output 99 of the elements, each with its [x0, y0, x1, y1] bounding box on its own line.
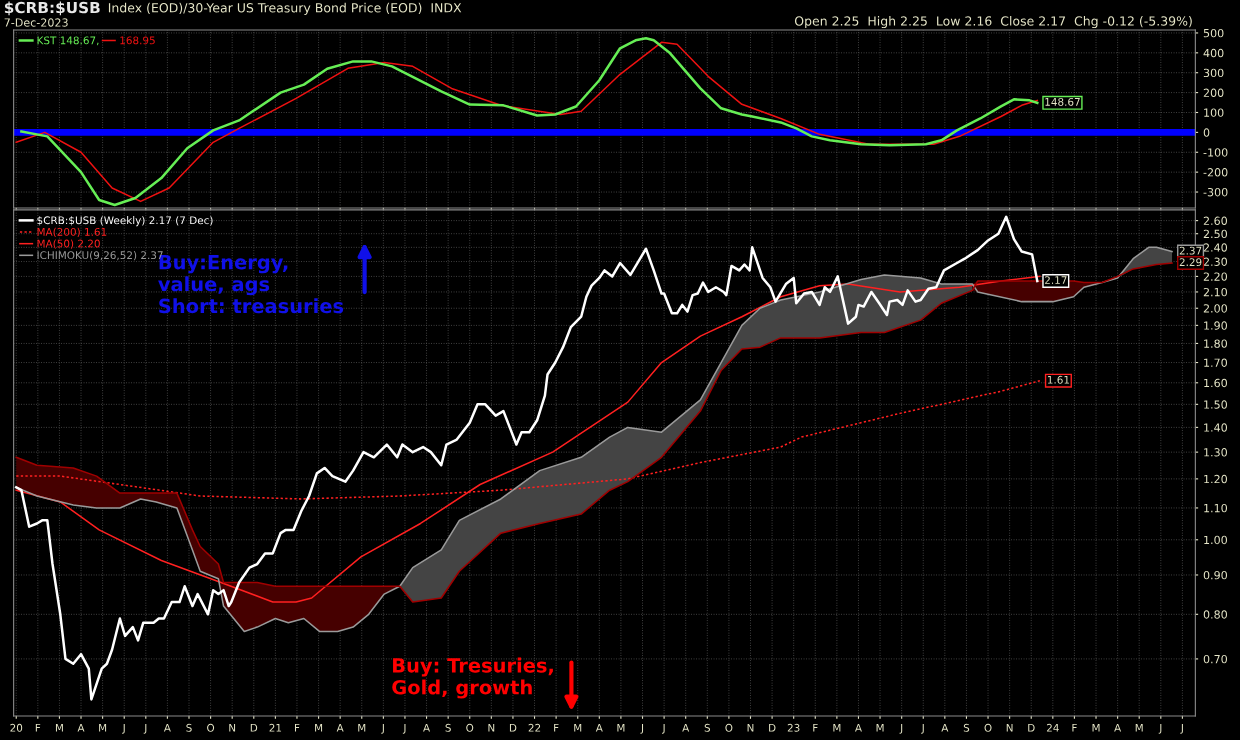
data-label: 1.61	[1047, 375, 1070, 384]
x-tick-label: J	[122, 723, 125, 734]
x-tick-label: S	[704, 723, 711, 732]
y-tick-label: 1.80	[1204, 339, 1227, 348]
x-tick-label: O	[725, 723, 733, 732]
x-tick-label: J	[143, 723, 147, 734]
x-tick-label: J	[1180, 723, 1183, 734]
x-tick-label: J	[640, 723, 644, 734]
x-tick-label: O	[984, 723, 992, 732]
x-tick-label: M	[1135, 723, 1143, 732]
x-tick-label: O	[207, 723, 215, 732]
x-tick-label: A	[854, 723, 862, 732]
x-tick-label: N	[1006, 723, 1013, 732]
x-tick-label: A	[1114, 723, 1122, 732]
legend-label: 168.95	[120, 36, 155, 45]
x-tick-label: M	[99, 723, 107, 732]
x-tick-label: D	[509, 723, 517, 732]
x-tick-label: F	[294, 723, 300, 732]
x-tick-label: N	[229, 723, 236, 732]
y-tick-label: 0.90	[1203, 570, 1227, 580]
y-tick-label: -100	[1203, 148, 1228, 157]
x-tick-label: S	[186, 723, 192, 732]
y-tick-label: 0	[1203, 128, 1210, 137]
y-tick-label: 300	[1203, 68, 1224, 78]
y-tick-label: 1.20	[1204, 474, 1227, 484]
y-tick-label: 1.70	[1204, 358, 1227, 367]
annotation: Buy: Tresuries, Gold, growth	[392, 657, 553, 699]
data-label: 2.37	[1179, 246, 1202, 255]
x-tick-label: O	[466, 723, 474, 732]
x-tick-label: A	[423, 723, 431, 732]
y-tick-label: 200	[1203, 88, 1224, 97]
x-tick-label: 22	[528, 723, 541, 732]
x-tick-label: A	[941, 723, 949, 732]
y-tick-label: 1.60	[1204, 378, 1227, 388]
x-tick-label: F	[813, 723, 818, 732]
x-tick-label: J	[381, 723, 384, 734]
x-tick-label: N	[488, 723, 495, 732]
y-tick-label: 100	[1204, 108, 1224, 117]
y-tick-label: 0.70	[1203, 654, 1227, 664]
data-label: 2.29	[1179, 258, 1202, 267]
y-tick-label: 1.90	[1204, 321, 1227, 330]
y-tick-label: -300	[1203, 188, 1228, 197]
x-tick-label: D	[250, 723, 258, 732]
x-tick-label: J	[402, 723, 406, 734]
x-tick-label: F	[1072, 723, 1077, 732]
x-tick-label: S	[445, 723, 451, 732]
x-tick-label: J	[1158, 723, 1162, 734]
x-tick-label: J	[921, 723, 924, 734]
y-tick-label: 2.50	[1203, 229, 1227, 239]
y-tick-label: 1.10	[1204, 503, 1227, 513]
y-tick-label: 2.40	[1203, 243, 1227, 252]
x-tick-label: M	[55, 723, 63, 732]
y-tick-label: 2.60	[1203, 216, 1227, 225]
x-tick-label: 23	[787, 723, 800, 732]
y-tick-label: 500	[1203, 28, 1224, 38]
x-tick-label: 21	[269, 723, 282, 732]
x-tick-label: F	[554, 723, 559, 732]
x-tick-label: 24	[1046, 723, 1059, 732]
legend-label: MA(50) 2.20	[37, 239, 100, 249]
y-tick-label: 1.00	[1204, 535, 1227, 545]
y-tick-label: 1.50	[1204, 400, 1227, 409]
y-tick-label: 2.10	[1203, 287, 1227, 297]
x-tick-label: M	[617, 723, 625, 732]
legend-label: $CRB:$USB (Weekly) 2.17 (7 Dec)	[37, 216, 213, 227]
y-tick-label: 2.30	[1203, 257, 1227, 266]
y-tick-label: 2.00	[1203, 304, 1227, 313]
x-tick-label: A	[336, 723, 344, 732]
y-tick-label: 0.80	[1203, 610, 1227, 619]
x-tick-label: M	[1092, 723, 1100, 732]
y-tick-label: 400	[1203, 48, 1224, 58]
x-tick-label: M	[574, 723, 582, 732]
x-tick-label: D	[769, 723, 776, 732]
x-tick-label: D	[1028, 723, 1035, 732]
x-tick-label: M	[833, 723, 841, 732]
x-tick-label: F	[35, 723, 41, 732]
line-series	[14, 215, 1039, 701]
legend-label: KST 148.67,	[37, 36, 99, 46]
x-tick-label: A	[77, 723, 85, 732]
legend-label: MA(200) 1.61	[37, 227, 107, 238]
x-tick-label: A	[682, 723, 690, 732]
chart-subtitle: 7-Dec-2023	[4, 18, 68, 27]
x-tick-label: M	[315, 723, 323, 732]
x-tick-label: S	[963, 723, 970, 732]
y-tick-label: 2.20	[1203, 272, 1227, 281]
chart-title: $CRB:$USB	[4, 1, 100, 16]
x-tick-label: M	[876, 723, 884, 732]
y-tick-label: 1.40	[1204, 423, 1227, 432]
x-tick-label: J	[899, 723, 903, 734]
data-label: 148.67	[1045, 97, 1080, 106]
text: Index (EOD)/30-Year US Treasury Bond Price (EOD) INDX	[108, 2, 462, 15]
x-tick-label: N	[747, 723, 754, 732]
x-tick-label: 20	[10, 723, 23, 732]
y-tick-label: -200	[1203, 168, 1228, 177]
x-tick-label: M	[358, 723, 366, 732]
x-tick-label: A	[163, 723, 171, 732]
x-tick-label: A	[595, 723, 603, 732]
text: Open 2.25 High 2.25 Low 2.16 Close 2.17 Chg -0.12 (-5.39%)	[794, 16, 1192, 29]
y-tick-label: 1.30	[1204, 448, 1227, 457]
x-tick-label: J	[662, 723, 665, 734]
